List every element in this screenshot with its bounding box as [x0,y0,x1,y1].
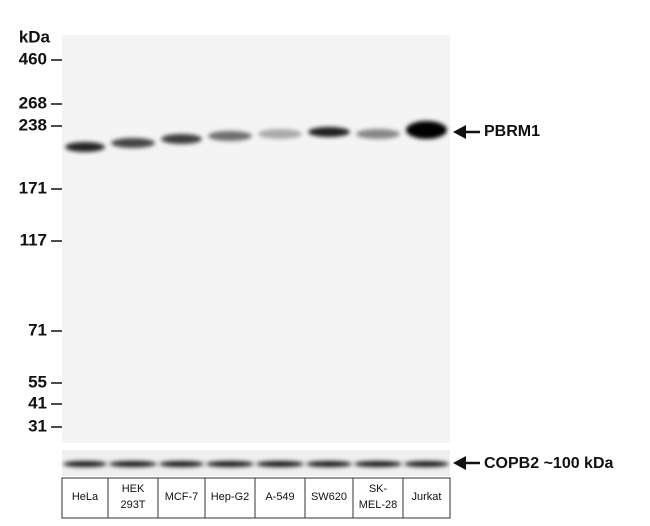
marker-label: 238 [19,115,47,134]
target-band [65,142,105,152]
control-band [354,461,402,467]
target-band [406,121,447,139]
control-band [404,461,449,467]
main-blot-panel [62,35,450,443]
lane-label: HeLa [72,491,99,503]
ladder-unit: kDa [19,27,51,46]
target-band [208,131,252,141]
control-label: COPB2 ~100 kDa [484,455,614,472]
lane-label: MEL-28 [359,499,398,511]
lane-label: A-549 [265,491,294,503]
control-band [256,461,304,467]
target-band [308,127,350,137]
arrows [453,125,480,470]
target-label: PBRM1 [484,123,540,140]
marker-label: 117 [20,230,47,249]
marker-label: 55 [28,372,47,391]
marker-label: 71 [28,320,47,339]
control-band [206,461,254,467]
lane-label: SW620 [311,491,347,503]
lane-label: Hep-G2 [211,491,250,503]
lane-label: HEK [122,483,145,495]
lane-label: SK- [369,483,388,495]
lane-label: MCF-7 [165,491,199,503]
target-band [111,138,155,148]
target-band [258,129,302,139]
lane-label: 293T [120,499,145,511]
control-band [159,461,204,467]
marker-label: 31 [28,416,47,435]
marker-label: 171 [19,178,47,197]
marker-label: 460 [19,49,47,68]
control-band [109,461,157,467]
lane-label-box [61,477,451,519]
target-band [161,134,202,144]
marker-label: 268 [19,93,47,112]
marker-label: 41 [28,393,47,412]
target-band [356,129,400,139]
bands [63,121,449,467]
control-band [306,461,352,467]
control-band [63,461,107,467]
lane-label: Jurkat [412,491,442,503]
